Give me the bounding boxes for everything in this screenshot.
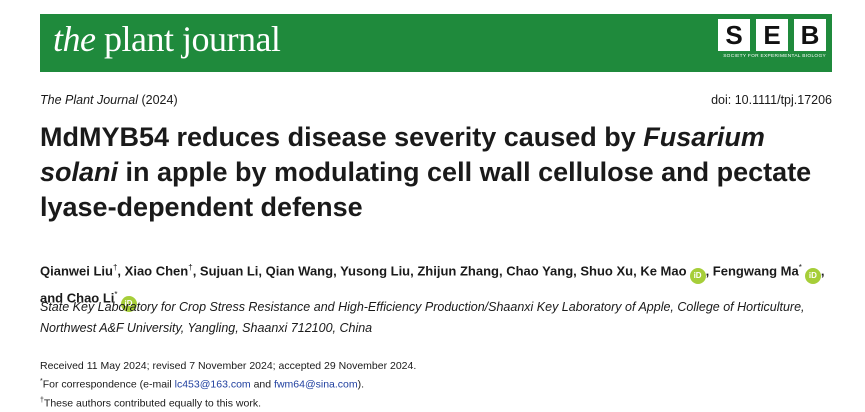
author-name[interactable]: Shuo Xu bbox=[580, 263, 634, 279]
author-list: Qianwei Liu†, Xiao Chen†, Sujuan Li, Qia… bbox=[40, 257, 840, 312]
orcid-icon[interactable]: iD bbox=[689, 268, 706, 285]
author-mark: * bbox=[114, 290, 118, 300]
doi-link[interactable]: doi: 10.1111/tpj.17206 bbox=[711, 93, 832, 107]
seb-letter: E bbox=[756, 19, 788, 51]
affiliation: State Key Laboratory for Crop Stress Res… bbox=[40, 300, 805, 335]
equal-contribution-note: †These authors contributed equally to th… bbox=[40, 396, 262, 410]
author-name[interactable]: Qian Wang bbox=[265, 263, 334, 279]
received-dates: Received 11 May 2024; revised 7 November… bbox=[40, 360, 417, 372]
species-name: Fusarium solani bbox=[40, 122, 765, 187]
journal-logo[interactable]: the plant journal bbox=[53, 19, 281, 59]
orcid-icon[interactable]: iD bbox=[120, 295, 137, 312]
author-name[interactable]: Zhijun Zhang bbox=[417, 263, 499, 279]
author-name[interactable]: Xiao Chen bbox=[124, 263, 189, 279]
seb-logo[interactable]: S E B SOCIETY FOR EXPERIMENTAL BIOLOGY bbox=[706, 19, 826, 67]
author-name[interactable]: Qianwei Liu bbox=[40, 263, 113, 279]
journal-banner: the plant journal S E B SOCIETY FOR EXPE… bbox=[40, 14, 832, 72]
author-name[interactable]: Ke Mao bbox=[640, 263, 687, 279]
seb-letter: S bbox=[718, 19, 750, 51]
correspondence-note: *For correspondence (e-mail lc453@163.co… bbox=[40, 378, 365, 391]
seb-tagline: SOCIETY FOR EXPERIMENTAL BIOLOGY bbox=[723, 54, 826, 59]
author-name[interactable]: Sujuan Li bbox=[199, 263, 259, 279]
orcid-icon[interactable]: iD bbox=[804, 268, 821, 285]
article-title: MdMYB54 reduces disease severity caused … bbox=[40, 122, 812, 222]
seb-letter: B bbox=[794, 19, 826, 51]
author-mark: * bbox=[798, 263, 802, 272]
journal-citation: The Plant Journal (2024) bbox=[40, 93, 178, 107]
author-name[interactable]: Yusong Liu bbox=[340, 263, 411, 279]
author-name[interactable]: Chao Yang bbox=[506, 263, 574, 279]
author-name[interactable]: Fengwang Ma bbox=[712, 263, 799, 279]
author-mark: † bbox=[112, 263, 118, 272]
author-name[interactable]: Chao Li bbox=[66, 290, 115, 306]
author-and: and bbox=[40, 290, 64, 306]
email-link[interactable]: lc453@163.com bbox=[174, 378, 251, 391]
author-mark: † bbox=[188, 263, 193, 272]
email-link[interactable]: fwm64@sina.com bbox=[274, 378, 358, 391]
article-notes: Received 11 May 2024; revised 7 November… bbox=[40, 359, 830, 411]
